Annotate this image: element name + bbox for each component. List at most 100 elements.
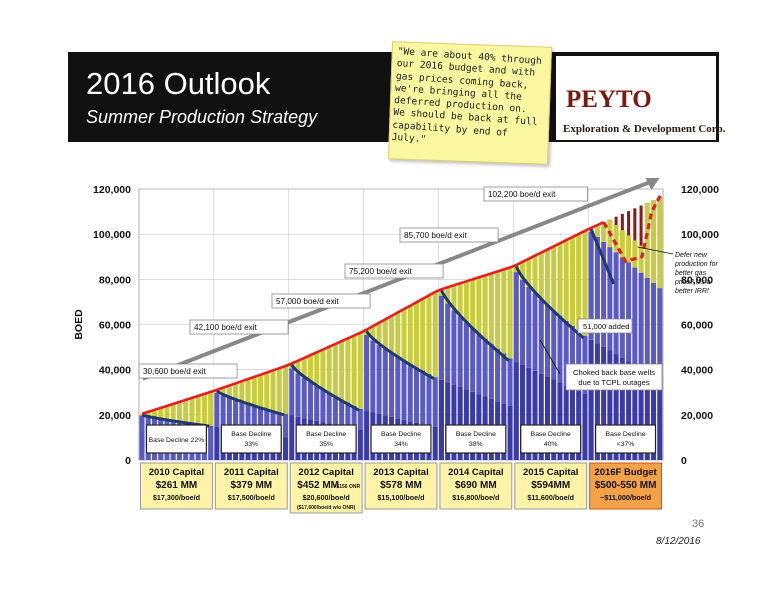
bar-new-production [251,376,257,406]
bar-base [208,425,214,460]
bar-older-base [538,373,544,460]
bar-new-production [632,240,638,268]
bar-deferred [639,205,643,246]
bar-new-production [326,346,332,393]
exit-callout-label: 85,700 boe/d exit [404,231,468,240]
bar-new-production [488,273,494,344]
bar-new-production [295,360,301,374]
trend-arrowhead [645,177,660,190]
base-decline-label: 34% [394,441,408,448]
bar-base [632,267,638,365]
bar-new-production [532,255,538,294]
page-number: 36 [692,518,705,530]
bar-base [226,397,232,429]
capital-year-label: 2015 Capital [523,467,578,478]
bar-new-production [544,249,551,305]
base-decline-curve [365,330,435,380]
bar-new-production [208,391,214,426]
capital-efficiency: $20,600/boe/d [303,493,350,502]
bar-older-base [582,393,588,460]
bar-base [320,389,326,423]
capital-efficiency: $17,500/boe/d [228,493,275,502]
bar-new-production [538,252,544,300]
bar-older-base [557,382,563,460]
bar-new-production [619,230,625,258]
bar-new-production [563,240,569,321]
y-tick-label-left: 100,000 [93,229,131,241]
base-decline-curve [440,289,510,362]
bar-new-production [644,202,650,278]
capital-box [439,462,513,510]
capital-efficiency: $17,300/boe/d [153,493,200,502]
bar-base [651,282,657,376]
base-decline-label: 33% [244,441,258,448]
bar-new-production [501,269,507,354]
base-decline-box [595,424,657,454]
bar-older-base [594,343,600,460]
bar-base [557,315,563,383]
base-decline-curve [589,228,615,285]
bar-base [389,352,395,417]
bar-new-production [470,279,476,328]
bar-new-production [445,287,451,304]
bar-new-production [264,372,270,410]
bar-base [601,241,607,347]
bar-base [420,370,426,425]
bar-new-production [320,349,326,390]
bar-base [594,236,600,344]
bar-base [264,409,270,435]
bar-older-base [619,357,625,460]
bar-new-production [357,332,363,409]
bar-older-base [651,375,657,460]
bar-base [463,322,469,390]
capital-efficiency-note: ($17,600/boe/d w/o ONR) [297,505,356,511]
bar-base [357,408,363,430]
y-tick-label-left: 0 [125,455,131,467]
base-decline-label: Base Decline [456,431,496,438]
bar-new-production [233,383,239,400]
added-callout-label: 51,000 added [583,322,629,331]
bar-new-production [332,343,338,397]
base-decline-curve [216,389,285,417]
bar-base [139,415,145,460]
base-decline-label: Base Decline [381,431,421,438]
bar-new-production [507,267,513,359]
bar-new-production [245,378,251,404]
bar-base [532,293,538,371]
bar-base [233,399,239,430]
base-decline-label: Base Decline 22% [149,437,205,444]
capital-efficiency: ~$11,000/boe/d [600,493,651,502]
bar-base [544,304,551,377]
bar-new-production [201,393,207,425]
capital-box [139,462,213,510]
y-tick-label-left: 20,000 [99,410,131,422]
bar-base [563,320,569,386]
capital-year-label: 2011 Capital [224,467,279,478]
exit-callout-label: 102,200 boe/d exit [488,190,556,199]
defer-annotation: Defer new production for better gas price? … [674,252,718,295]
capital-efficiency: $16,800/boe/d [452,493,499,502]
y-tick-label-left: 80,000 [99,274,131,286]
bar-new-production [195,395,201,425]
bar-base [613,252,619,355]
exit-callout-label: 57,000 boe/d exit [276,297,340,306]
bar-new-production [170,403,176,421]
bar-older-base [357,429,363,460]
bar-base [282,414,289,438]
exit-callout-box [344,263,444,279]
bar-base [220,395,226,428]
bar-new-production [307,355,313,382]
capital-year-label: 2013 Capital [373,467,428,478]
bar-new-production [370,326,376,341]
slide-date: 8/12/2016 [656,536,701,547]
capital-amount: $379 MM [230,480,272,491]
bar-new-production [601,222,607,242]
exit-callout-label: 75,200 boe/d exit [349,267,413,276]
bar-new-production [401,309,407,361]
bar-older-base [588,339,594,460]
bar-base [482,338,488,397]
bar-new-production [183,399,189,423]
bar-base [438,295,444,380]
base-decline-label: Base Decline [306,431,346,438]
